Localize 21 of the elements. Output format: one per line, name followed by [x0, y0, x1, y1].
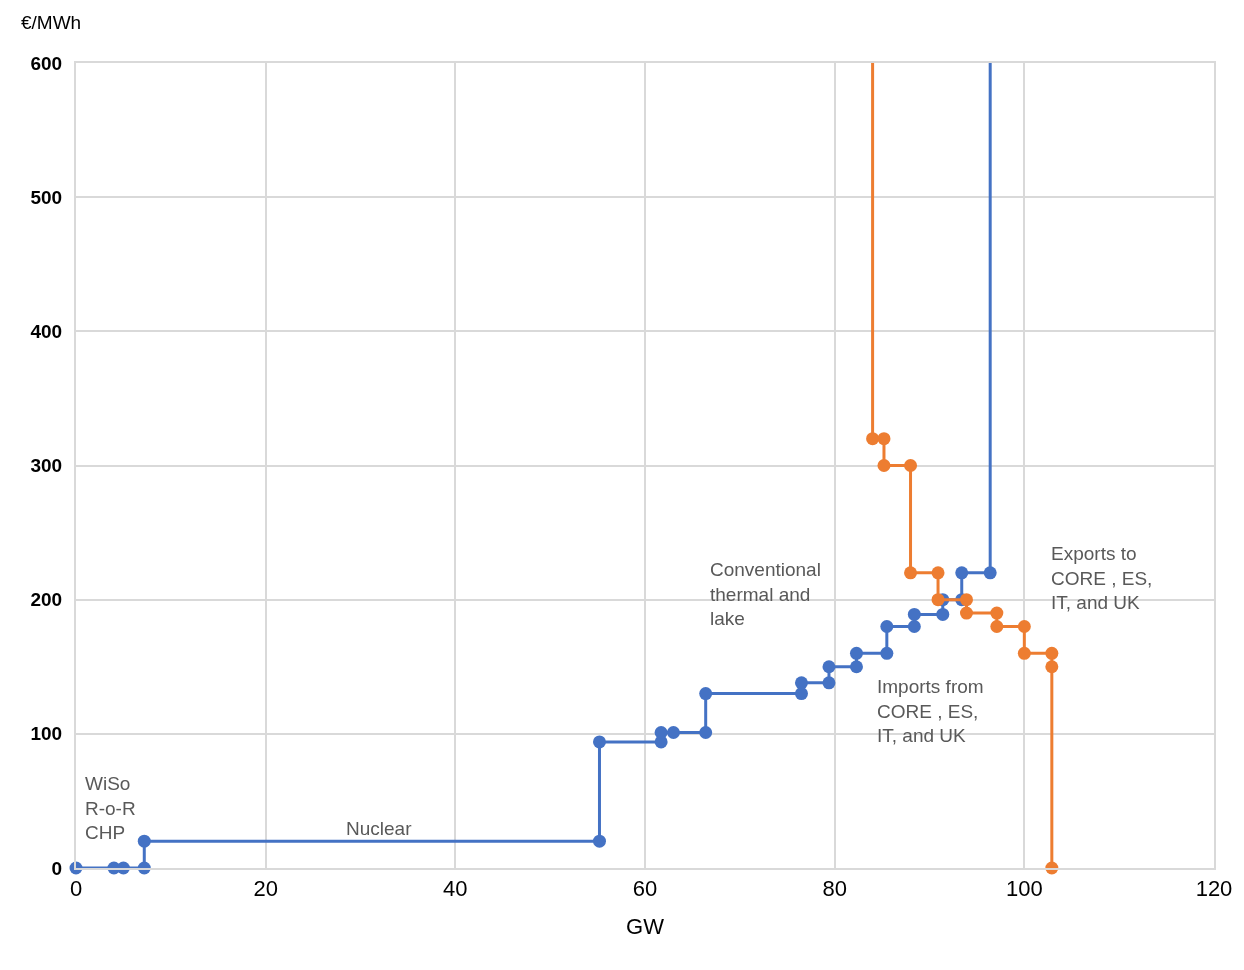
annotation: Nuclear: [346, 818, 413, 839]
y-tick-label: 0: [51, 857, 63, 879]
y-tick-label: 500: [30, 186, 63, 208]
x-tick-label: 100: [1005, 876, 1043, 902]
y-tick-label: 100: [30, 723, 63, 745]
annotation: WiSo R-o-R CHP: [85, 773, 136, 844]
x-tick-label: 120: [1195, 876, 1233, 902]
x-tick-label: 40: [443, 876, 468, 902]
y-tick-label: 200: [30, 589, 63, 611]
annotation: Exports to CORE , ES, IT, and UK: [1051, 543, 1153, 614]
y-axis-title: €/MWh: [21, 12, 82, 33]
y-tick-label: 600: [30, 52, 63, 74]
x-tick-label: 20: [253, 876, 278, 902]
x-tick-label: 80: [822, 876, 847, 902]
y-tick-label: 400: [30, 320, 63, 342]
x-tick-label: 0: [69, 876, 83, 902]
y-tick-label: 300: [30, 455, 63, 477]
x-tick-label: 60: [632, 876, 658, 902]
x-axis-title: GW: [626, 913, 665, 939]
annotation: Conventional thermal and lake: [710, 559, 821, 630]
annotation: Imports from CORE , ES, IT, and UK: [877, 676, 984, 747]
